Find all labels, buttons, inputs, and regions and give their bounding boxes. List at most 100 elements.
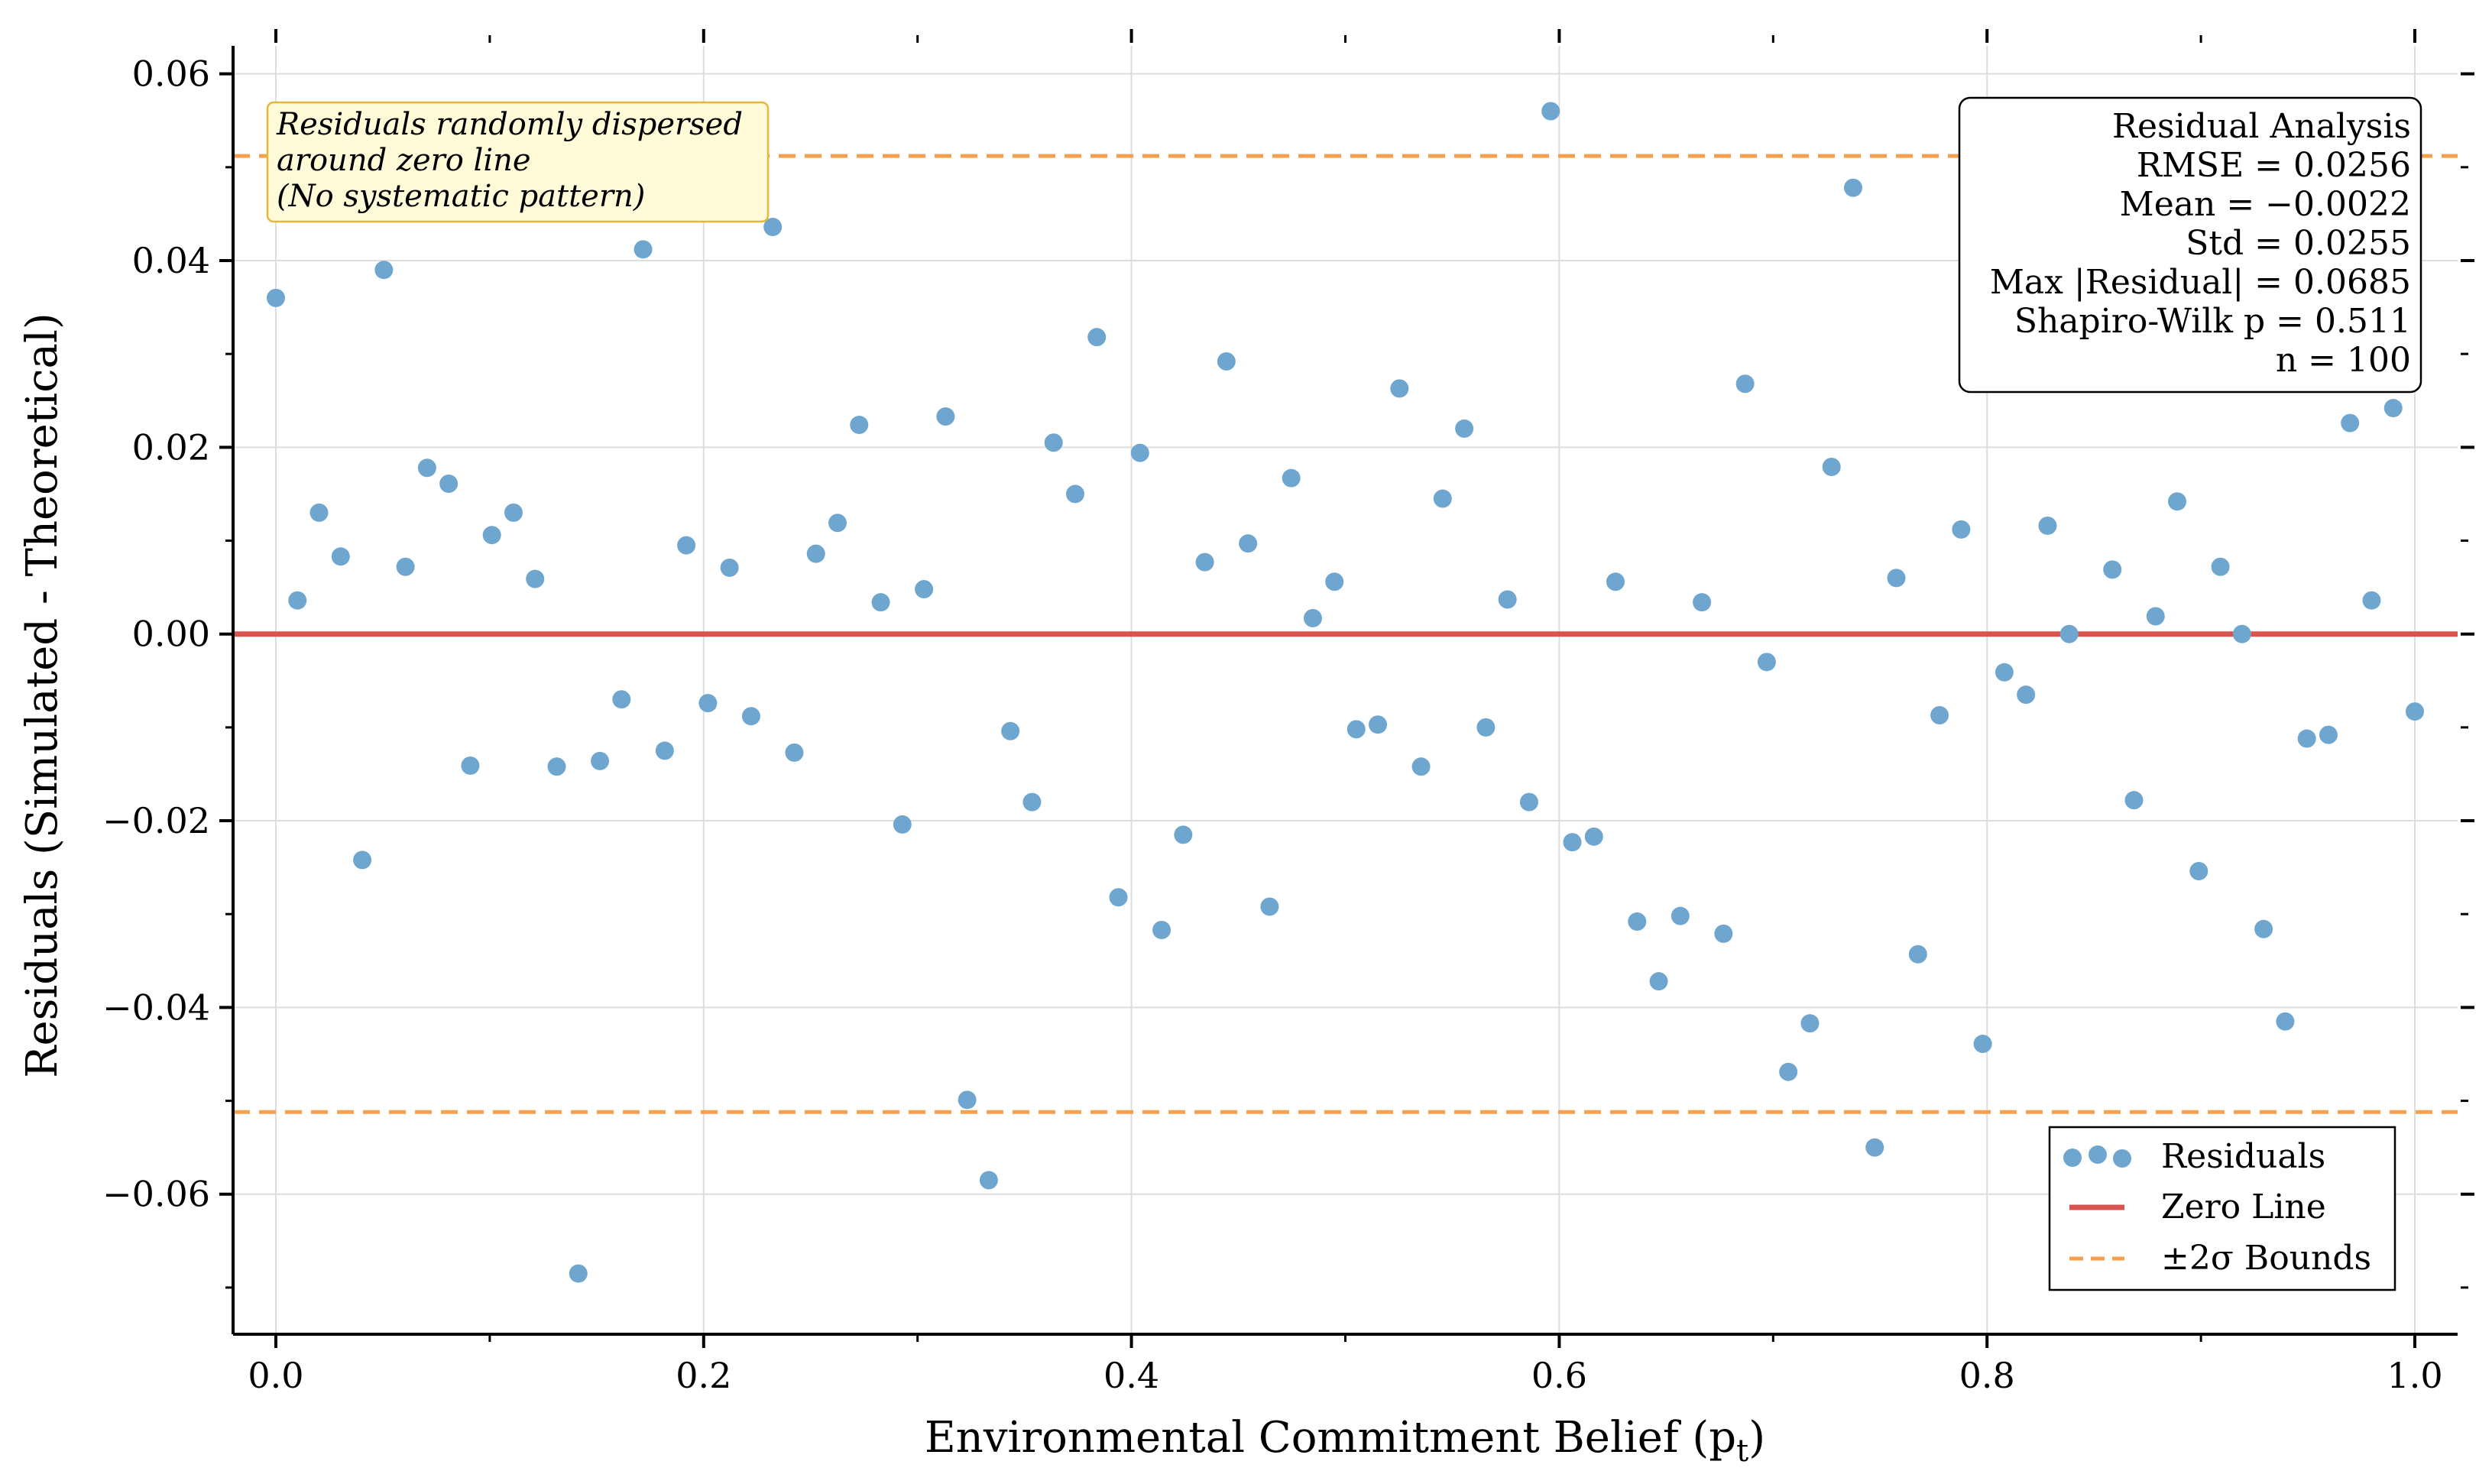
residual-point	[482, 526, 501, 545]
annotation-line-3: (No systematic pattern)	[277, 179, 645, 214]
stats-title: Residual Analysis	[2112, 107, 2411, 146]
x-tick-label: 0.6	[1531, 1355, 1587, 1396]
residual-point	[1346, 720, 1366, 739]
residual-point	[1044, 433, 1063, 452]
residual-point	[979, 1171, 998, 1190]
residual-point	[1455, 419, 1474, 438]
residual-point	[1303, 608, 1322, 627]
residual-point	[1735, 374, 1755, 394]
annotation-line-1: Residuals randomly dispersed	[276, 107, 743, 142]
residual-point	[763, 218, 783, 237]
residual-point	[1519, 792, 1538, 812]
residual-point	[1584, 827, 1603, 846]
residual-point	[850, 416, 869, 435]
y-tick-label: 0.04	[132, 240, 210, 281]
residual-point	[1109, 888, 1128, 907]
residual-point	[1498, 590, 1517, 609]
stats-rmse: RMSE = 0.0256	[2137, 146, 2411, 185]
y-tick-label: 0.00	[132, 614, 210, 655]
legend-marker-dot	[2089, 1145, 2107, 1164]
legend-marker-dot	[2063, 1149, 2082, 1167]
residual-point	[461, 756, 480, 775]
residual-point	[309, 503, 329, 522]
residual-point	[915, 580, 934, 599]
residual-point	[1908, 945, 1927, 964]
stats-background	[1958, 96, 2422, 394]
y-tick-label: −0.04	[102, 987, 210, 1028]
residual-point	[2168, 492, 2187, 511]
residual-point	[2319, 725, 2338, 744]
residual-point	[2038, 516, 2057, 535]
residual-point	[785, 743, 804, 762]
legend-item-residuals: Residuals	[2063, 1137, 2325, 1176]
stats-std: Std = 0.0255	[2186, 224, 2411, 263]
residual-point	[1779, 1062, 1798, 1081]
residual-point	[828, 514, 847, 533]
x-tick-label: 1.0	[2387, 1355, 2442, 1396]
legend: Residuals Zero Line ±2σ Bounds	[2048, 1126, 2396, 1291]
y-tick-label: 0.06	[132, 53, 210, 95]
residual-point	[1822, 458, 1841, 477]
stats-shapiro-wilk: Shapiro-Wilk p = 0.511	[2014, 302, 2411, 341]
residual-point	[655, 741, 674, 760]
residual-point	[374, 261, 394, 280]
residual-point	[547, 757, 566, 776]
residual-point	[612, 690, 631, 709]
residual-point	[1714, 924, 1733, 943]
residual-point	[677, 536, 696, 555]
residual-point	[1390, 379, 1409, 398]
residual-point	[1693, 593, 1712, 612]
residual-point	[2254, 919, 2273, 938]
residual-point	[1174, 825, 1193, 844]
residual-point	[353, 851, 372, 870]
legend-label-residuals: Residuals	[2161, 1137, 2325, 1176]
residual-point	[893, 815, 912, 834]
residual-point	[417, 458, 436, 478]
residual-point	[1239, 534, 1258, 553]
residual-point	[698, 694, 718, 713]
y-tick-label: −0.06	[102, 1174, 210, 1215]
legend-label-zero-line: Zero Line	[2161, 1188, 2326, 1226]
residual-point	[1995, 663, 2014, 682]
residual-point	[1217, 352, 1236, 371]
residual-point	[504, 503, 523, 522]
residual-point	[2124, 791, 2144, 810]
residual-point	[396, 557, 415, 576]
x-tick-label: 0.0	[248, 1355, 303, 1396]
residual-point	[1411, 757, 1431, 776]
stats-box: Residual Analysis RMSE = 0.0256 Mean = −…	[1958, 96, 2422, 394]
residual-point	[1325, 572, 1344, 591]
residual-point	[2383, 399, 2403, 418]
residual-point	[1563, 833, 1582, 852]
residual-point	[1541, 102, 1560, 121]
residual-point	[2362, 591, 2381, 610]
residual-point	[439, 474, 459, 493]
residual-point	[936, 407, 955, 426]
residual-point	[958, 1090, 977, 1110]
residual-point	[1022, 792, 1042, 812]
residual-points	[266, 102, 2425, 1283]
residual-point	[871, 593, 890, 612]
residual-point	[1001, 721, 1020, 740]
stats-max-residual: Max |Residual| = 0.0685	[1990, 263, 2411, 302]
x-tick-label: 0.2	[676, 1355, 731, 1396]
y-tick-label: 0.02	[132, 426, 210, 468]
y-tick-label: −0.02	[102, 800, 210, 841]
residual-point	[1130, 443, 1149, 462]
residual-point	[1800, 1014, 1820, 1033]
residual-point	[2059, 624, 2079, 643]
residual-point	[331, 547, 350, 566]
annotation-background	[266, 101, 770, 223]
legend-label-bounds: ±2σ Bounds	[2161, 1239, 2371, 1278]
residual-point	[2276, 1012, 2295, 1031]
residual-point	[1930, 705, 1949, 724]
ticks: 0.0 0.2 0.4 0.6 0.8 1.0 0.06 0.04 0.02 0.00 −0.02 −…	[102, 29, 2474, 1396]
residual-point	[2406, 702, 2425, 721]
residual-point	[2232, 624, 2251, 643]
x-axis-label: Environmental Commitment Belief (pt)	[925, 1413, 1765, 1469]
annotation-line-2: around zero line	[277, 143, 531, 178]
residual-point	[2297, 729, 2316, 748]
residual-point	[2103, 560, 2122, 579]
residual-point	[1649, 972, 1668, 991]
